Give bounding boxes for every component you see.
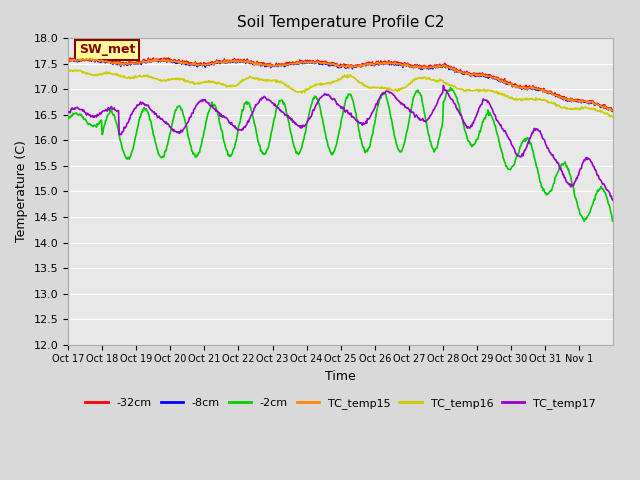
X-axis label: Time: Time [325,370,356,383]
Text: SW_met: SW_met [79,44,135,57]
Y-axis label: Temperature (C): Temperature (C) [15,141,28,242]
Title: Soil Temperature Profile C2: Soil Temperature Profile C2 [237,15,444,30]
Legend: -32cm, -8cm, -2cm, TC_temp15, TC_temp16, TC_temp17: -32cm, -8cm, -2cm, TC_temp15, TC_temp16,… [81,393,600,413]
